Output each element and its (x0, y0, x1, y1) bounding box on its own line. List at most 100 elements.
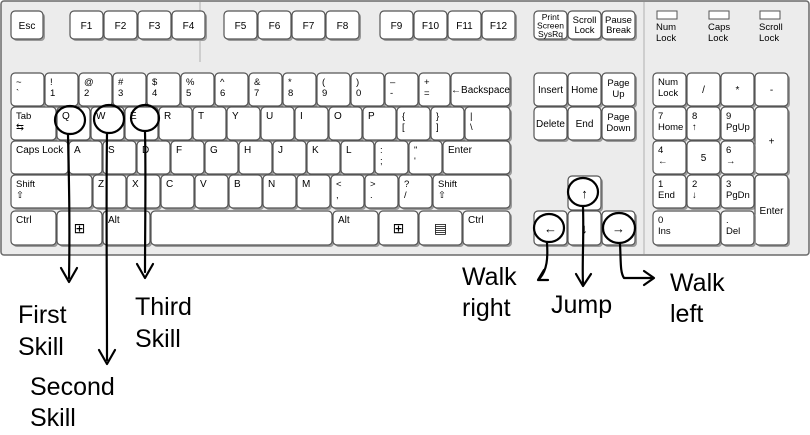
key-shift-row-shift-right[interactable]: Shift⇧ (432, 174, 512, 210)
key-shift-row-v[interactable]: V (194, 174, 230, 210)
key-shift-row-comma[interactable]: <, (330, 174, 366, 210)
key-function-row-f6[interactable]: F6 (257, 10, 293, 41)
key-arrows-right[interactable]: → (601, 210, 637, 247)
key-shift-row-z[interactable]: Z (92, 174, 128, 210)
key-number-row-9[interactable]: (9 (316, 72, 352, 108)
key-bottom-row-ctrl-left[interactable]: Ctrl (10, 210, 58, 247)
key-number-row-tilde[interactable]: ~` (10, 72, 46, 108)
key-number-row-3[interactable]: #3 (112, 72, 148, 108)
key-numpad-decimal[interactable]: .Del (720, 210, 756, 247)
key-nav-cluster-insert[interactable]: Insert (533, 72, 569, 108)
key-number-row-8[interactable]: *8 (282, 72, 318, 108)
key-function-row-f7[interactable]: F7 (291, 10, 327, 41)
key-number-row-backspace[interactable]: ←Backspace (450, 72, 512, 108)
key-home-row-semicolon[interactable]: :; (374, 140, 410, 176)
key-qwerty-row-o[interactable]: O (328, 106, 364, 142)
key-number-row-6[interactable]: ^6 (214, 72, 250, 108)
key-numpad-2[interactable]: 2↓ (686, 174, 722, 210)
key-arrows-up[interactable]: ↑ (567, 175, 603, 212)
key-function-row-f4[interactable]: F4 (171, 10, 207, 41)
key-numpad-plus[interactable]: + (754, 106, 790, 176)
key-function-row-f9[interactable]: F9 (379, 10, 415, 41)
key-function-row-esc[interactable]: Esc (10, 10, 45, 41)
key-numpad-divide[interactable]: / (686, 72, 722, 108)
key-number-row-2[interactable]: @2 (78, 72, 114, 108)
key-numpad-6[interactable]: 6→ (720, 140, 756, 176)
key-function-row-f3[interactable]: F3 (137, 10, 173, 41)
key-function-row-f8[interactable]: F8 (325, 10, 361, 41)
key-nav-cluster-home[interactable]: Home (567, 72, 603, 108)
key-qwerty-row-t[interactable]: T (192, 106, 228, 142)
key-bottom-row-alt-left[interactable]: Alt (102, 210, 152, 247)
key-function-row-f5[interactable]: F5 (223, 10, 259, 41)
key-qwerty-row-tab[interactable]: Tab⇆ (10, 106, 58, 142)
key-number-row-7[interactable]: &7 (248, 72, 284, 108)
key-bottom-row-space[interactable] (150, 210, 334, 247)
key-numpad-4[interactable]: 4← (652, 140, 688, 176)
key-qwerty-row-i[interactable]: I (294, 106, 330, 142)
key-numpad-5[interactable]: 5 (686, 140, 722, 176)
key-numpad-8[interactable]: 8↑ (686, 106, 722, 142)
key-bottom-row-ctrl-right[interactable]: Ctrl (462, 210, 512, 247)
key-number-row-5[interactable]: %5 (180, 72, 216, 108)
key-home-row-l[interactable]: L (340, 140, 376, 176)
key-bottom-row-win-right[interactable]: ⊞ (378, 210, 420, 247)
key-arrows-left[interactable]: ← (533, 210, 569, 247)
key-home-row-h[interactable]: H (238, 140, 274, 176)
key-qwerty-row-bracket-left[interactable]: {[ (396, 106, 432, 142)
key-bottom-row-alt-right[interactable]: Alt (332, 210, 380, 247)
key-numpad-multiply[interactable]: * (720, 72, 756, 108)
key-number-row-4[interactable]: $4 (146, 72, 182, 108)
key-shift-row-slash[interactable]: ?/ (398, 174, 434, 210)
key-qwerty-row-bracket-right[interactable]: }] (430, 106, 466, 142)
key-numpad-enter[interactable]: Enter (754, 174, 790, 247)
key-qwerty-row-backslash[interactable]: |\ (464, 106, 512, 142)
key-shift-row-b[interactable]: B (228, 174, 264, 210)
key-number-row-equals[interactable]: += (418, 72, 452, 108)
key-function-row-f10[interactable]: F10 (413, 10, 449, 41)
key-bottom-row-win-left[interactable]: ⊞ (56, 210, 104, 247)
key-home-row-d[interactable]: D (136, 140, 172, 176)
key-qwerty-row-y[interactable]: Y (226, 106, 262, 142)
key-home-row-quote[interactable]: "' (408, 140, 444, 176)
key-home-row-enter[interactable]: Enter (442, 140, 512, 176)
key-home-row-s[interactable]: S (102, 140, 138, 176)
key-nav-cluster-delete[interactable]: Delete (533, 106, 569, 142)
key-number-row-1[interactable]: !1 (44, 72, 80, 108)
key-function-row-f2[interactable]: F2 (103, 10, 139, 41)
key-numpad-minus[interactable]: - (754, 72, 790, 108)
key-function-row-f1[interactable]: F1 (69, 10, 105, 41)
key-qwerty-row-q[interactable]: Q (56, 106, 92, 142)
key-home-row-g[interactable]: G (204, 140, 240, 176)
key-number-row-0[interactable]: )0 (350, 72, 386, 108)
key-function-row-f12[interactable]: F12 (481, 10, 517, 41)
key-nav-cluster-end[interactable]: End (567, 106, 603, 142)
key-qwerty-row-u[interactable]: U (260, 106, 296, 142)
key-shift-row-period[interactable]: >. (364, 174, 400, 210)
key-number-row-minus[interactable]: –- (384, 72, 420, 108)
key-home-row-j[interactable]: J (272, 140, 308, 176)
key-shift-row-n[interactable]: N (262, 174, 298, 210)
key-arrows-down[interactable]: ↓ (567, 210, 603, 247)
key-home-row-k[interactable]: K (306, 140, 342, 176)
key-bottom-row-menu[interactable]: ▤ (418, 210, 464, 247)
key-home-row-caps-lock[interactable]: Caps Lock (10, 140, 70, 176)
key-home-row-a[interactable]: A (68, 140, 104, 176)
key-home-row-f[interactable]: F (170, 140, 206, 176)
key-shift-row-shift-left[interactable]: Shift⇧ (10, 174, 94, 210)
key-qwerty-row-p[interactable]: P (362, 106, 398, 142)
key-function-row-f11[interactable]: F11 (447, 10, 483, 41)
key-shift-row-m[interactable]: M (296, 174, 332, 210)
key-qwerty-row-e[interactable]: E (124, 106, 160, 142)
